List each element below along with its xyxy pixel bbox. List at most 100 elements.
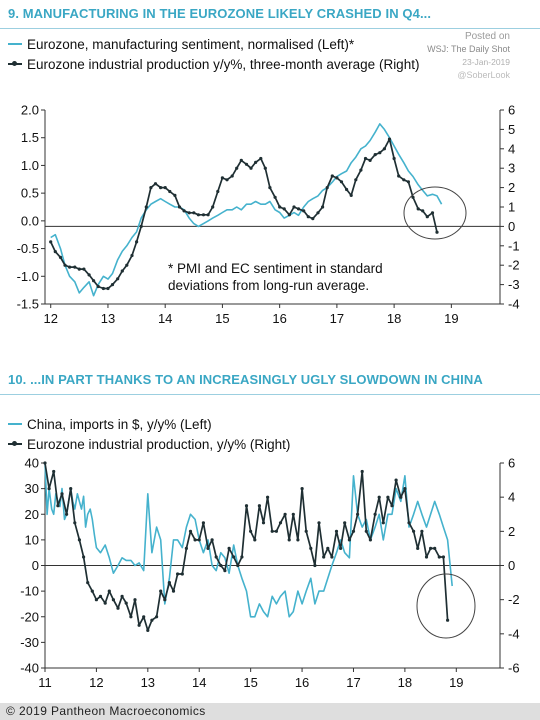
series-point	[137, 623, 141, 627]
series-point	[287, 213, 291, 217]
series-point	[257, 504, 261, 508]
series-point	[167, 581, 171, 585]
right-tick-label: 5	[508, 122, 515, 137]
series-point	[296, 538, 300, 542]
x-tick-label: 13	[141, 675, 155, 690]
series-point	[349, 193, 353, 197]
series-point	[163, 598, 167, 602]
series-point	[334, 529, 339, 533]
right-tick-label: -1	[508, 238, 520, 253]
series-point	[304, 529, 308, 533]
left-tick-label: 0.5	[21, 186, 39, 201]
series-point	[402, 178, 406, 182]
series-point	[446, 618, 450, 622]
left-tick-label: -30	[20, 635, 39, 650]
series-point	[163, 186, 167, 190]
series-point	[96, 284, 100, 289]
right-tick-label: 2	[508, 524, 515, 539]
series-point	[139, 224, 143, 228]
series-point	[240, 555, 244, 559]
series-point	[394, 478, 398, 482]
series-point	[47, 487, 51, 491]
annotation-line: * PMI and EC sentiment in standard	[168, 261, 383, 276]
series-point	[416, 546, 420, 550]
series-point	[201, 213, 206, 217]
series-point	[82, 555, 86, 559]
series-point	[430, 211, 435, 215]
legend-label: Eurozone, manufacturing sentiment, norma…	[27, 36, 355, 52]
left-tick-label: -40	[20, 661, 39, 676]
x-tick-label: 15	[243, 675, 257, 690]
x-tick-label: 14	[158, 311, 172, 326]
series-point	[230, 174, 234, 178]
series-point	[266, 495, 270, 499]
right-tick-label: 0	[508, 219, 515, 234]
left-tick-label: 1.0	[21, 158, 39, 173]
x-tick-label: 16	[295, 675, 309, 690]
series-point	[232, 555, 236, 559]
right-tick-label: -3	[508, 277, 520, 292]
left-tick-label: -1.5	[17, 297, 39, 312]
series-point	[407, 521, 411, 525]
left-tick-label: 0	[32, 558, 39, 573]
right-tick-label: 0	[508, 558, 515, 573]
left-tick-label: 1.5	[21, 130, 39, 145]
series-point	[111, 598, 115, 602]
series-point	[382, 147, 386, 151]
series-point	[335, 176, 339, 180]
series-point	[146, 628, 150, 632]
series-point	[60, 492, 64, 496]
series-point	[386, 495, 390, 499]
series-point	[368, 538, 372, 542]
right-tick-label: -2	[508, 258, 520, 273]
series-point	[68, 265, 72, 269]
chart-1-title: 9. MANUFACTURING IN THE EUROZONE LIKELY …	[8, 6, 432, 21]
series-point	[214, 555, 218, 559]
series-point	[437, 555, 441, 559]
x-tick-label: 11	[38, 675, 52, 690]
legend-swatch-dark	[8, 61, 22, 66]
series-point	[120, 594, 124, 598]
chart-1-legend: Eurozone, manufacturing sentiment, norma…	[8, 34, 419, 74]
series-point	[261, 521, 266, 525]
series-point	[373, 512, 377, 516]
series-point	[278, 205, 282, 209]
series-line-light	[44, 462, 453, 618]
series-point	[223, 569, 227, 573]
series-point	[313, 563, 317, 568]
series-point	[253, 538, 257, 542]
series-point	[343, 521, 347, 525]
series-point	[133, 598, 137, 602]
series-point	[339, 180, 344, 184]
series-point	[120, 269, 124, 273]
series-line-light	[50, 123, 443, 297]
series-point	[311, 217, 315, 221]
series-point	[177, 205, 182, 209]
series-point	[235, 166, 239, 170]
series-point	[187, 211, 191, 215]
series-point	[201, 521, 205, 525]
series-point	[135, 240, 139, 244]
x-tick-label: 17	[330, 311, 344, 326]
x-tick-label: 18	[398, 675, 412, 690]
series-point	[416, 207, 420, 211]
highlight-circle	[403, 186, 467, 240]
series-point	[188, 529, 193, 533]
series-point	[373, 153, 377, 157]
x-tick-label: 14	[192, 675, 206, 690]
series-point	[116, 277, 120, 281]
series-point	[330, 174, 334, 178]
series-point	[110, 283, 115, 287]
series-point	[125, 263, 129, 267]
series-point	[274, 529, 278, 533]
series-point	[101, 286, 105, 291]
series-point	[159, 186, 163, 190]
series-point	[316, 211, 320, 215]
watermark-line: Posted on	[464, 31, 510, 42]
series-point	[356, 512, 360, 516]
series-point	[322, 555, 326, 559]
series-point	[429, 546, 433, 550]
series-point	[180, 572, 184, 576]
series-point	[424, 555, 429, 559]
series-point	[283, 512, 287, 516]
